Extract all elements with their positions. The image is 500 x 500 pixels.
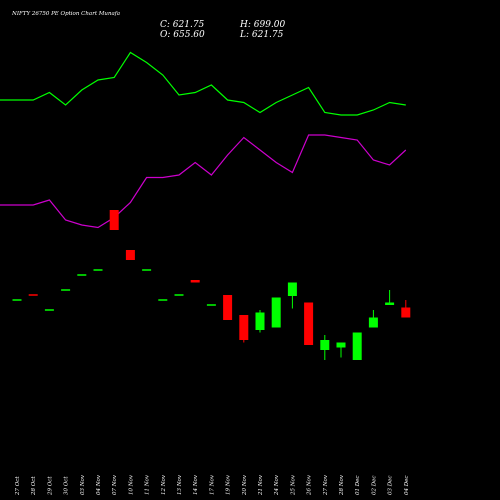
candle-body bbox=[44, 309, 54, 311]
x-tick-label: 25 Nov bbox=[290, 474, 296, 496]
candle-body bbox=[320, 340, 330, 350]
candle-body bbox=[125, 250, 135, 260]
lower-band-line bbox=[0, 134, 407, 229]
x-tick-label: 27 Nov bbox=[323, 474, 329, 496]
x-tick-label: 28 Oct bbox=[31, 476, 37, 496]
candle-body bbox=[401, 307, 411, 318]
candle-body bbox=[190, 280, 200, 283]
close-value: C: 621.75 bbox=[160, 20, 205, 30]
candle-body bbox=[239, 315, 249, 340]
candle-body bbox=[368, 317, 378, 328]
candle-body bbox=[109, 210, 119, 230]
candle-body bbox=[255, 312, 265, 330]
x-tick-label: 17 Nov bbox=[209, 474, 215, 495]
candle-body bbox=[223, 295, 233, 320]
x-tick-label: 30 Oct bbox=[64, 476, 70, 495]
x-tick-label: 12 Nov bbox=[161, 474, 167, 495]
low-value: L: 621.75 bbox=[240, 30, 284, 40]
candle-body bbox=[271, 297, 281, 328]
x-tick-label: 24 Nov bbox=[274, 474, 280, 496]
candle-body bbox=[28, 294, 38, 296]
x-tick-label: 26 Nov bbox=[307, 474, 313, 496]
x-tick-label: 03 Nov bbox=[80, 474, 86, 495]
x-tick-label: 28 Nov bbox=[339, 474, 345, 496]
x-tick-label: 20 Nov bbox=[242, 474, 248, 496]
x-tick-label: 27 Oct bbox=[15, 476, 21, 496]
x-tick-label: 29 Oct bbox=[47, 476, 53, 496]
candle-body bbox=[142, 269, 152, 271]
x-tick-label: 19 Nov bbox=[226, 474, 232, 495]
x-tick-label: 13 Nov bbox=[177, 474, 183, 495]
candle-body bbox=[385, 302, 395, 305]
candle-body bbox=[352, 332, 362, 360]
x-tick-label: 11 Nov bbox=[145, 474, 151, 495]
x-tick-label: 14 Nov bbox=[193, 474, 199, 495]
candle-body bbox=[206, 304, 216, 306]
open-value: O: 655.60 bbox=[160, 30, 205, 40]
x-tick-label: 07 Nov bbox=[112, 474, 118, 495]
candle-body bbox=[93, 269, 103, 271]
candle-body bbox=[304, 302, 314, 345]
x-tick-label: 04 Nov bbox=[96, 474, 102, 495]
candle-body bbox=[287, 282, 297, 296]
candle-body bbox=[336, 342, 346, 348]
high-value: H: 699.00 bbox=[240, 20, 286, 30]
candle-body bbox=[77, 274, 87, 276]
upper-band-line bbox=[0, 51, 406, 116]
candle-body bbox=[158, 299, 168, 301]
x-tick-label: 10 Nov bbox=[128, 474, 134, 495]
x-tick-label: 04 Dec bbox=[404, 476, 410, 496]
x-tick-label: 21 Nov bbox=[258, 474, 264, 496]
candle-body bbox=[61, 289, 71, 291]
chart-title: NIFTY 26750 PE Option Chart Munafa bbox=[12, 11, 121, 17]
x-tick-label: 01 Dec bbox=[355, 476, 361, 496]
candle-body bbox=[174, 294, 184, 296]
candle-body bbox=[12, 299, 22, 301]
x-tick-label: 03 Dec bbox=[388, 476, 394, 496]
x-tick-label: 02 Dec bbox=[371, 476, 377, 496]
